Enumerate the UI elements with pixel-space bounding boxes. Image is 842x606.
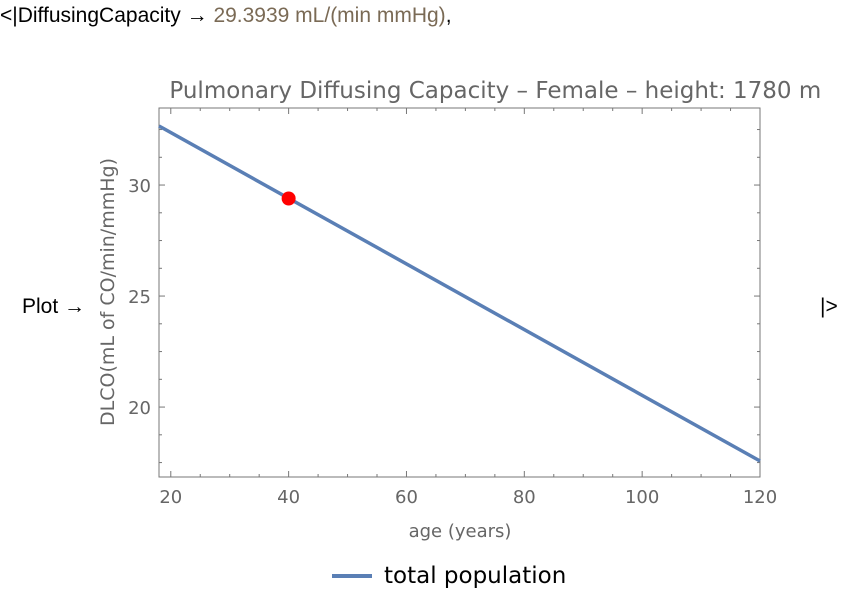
chart-title: Pulmonary Diffusing Capacity – Female – … bbox=[169, 78, 820, 104]
arrow: → bbox=[186, 4, 208, 27]
association-close: |> bbox=[820, 295, 838, 318]
legend-label: total population bbox=[384, 563, 567, 589]
arrow: → bbox=[64, 295, 86, 318]
y-tick-label: 30 bbox=[128, 176, 151, 197]
x-tick-label: 120 bbox=[743, 487, 777, 508]
plot-frame bbox=[158, 107, 761, 478]
x-tick-label: 80 bbox=[513, 487, 536, 508]
x-axis-label: age (years) bbox=[409, 521, 512, 542]
x-tick-label: 100 bbox=[625, 487, 659, 508]
legend-swatch bbox=[332, 574, 372, 578]
legend: total population bbox=[332, 563, 566, 589]
key-label: DiffusingCapacity bbox=[17, 4, 181, 27]
quantity-value: 29.3939 mL/(min mmHg) bbox=[213, 4, 446, 27]
x-tick-label: 60 bbox=[395, 487, 418, 508]
association-line: <|DiffusingCapacity → 29.3939 mL/(min mm… bbox=[0, 4, 452, 28]
x-tick-label: 20 bbox=[159, 487, 182, 508]
separator: , bbox=[445, 4, 452, 27]
y-tick-label: 20 bbox=[128, 398, 151, 419]
y-tick-label: 25 bbox=[128, 287, 151, 308]
plot-key-label: Plot bbox=[22, 295, 59, 318]
association-open: <| bbox=[0, 4, 18, 27]
plot-key: Plot → bbox=[22, 295, 85, 319]
highlight-point bbox=[281, 191, 296, 206]
chart-title-container: Pulmonary Diffusing Capacity – Female – … bbox=[100, 78, 820, 110]
x-tick-label: 40 bbox=[277, 487, 300, 508]
y-axis-label: DLCO(mL of CO/min/mmHg) bbox=[97, 158, 119, 426]
series-line bbox=[158, 124, 761, 463]
